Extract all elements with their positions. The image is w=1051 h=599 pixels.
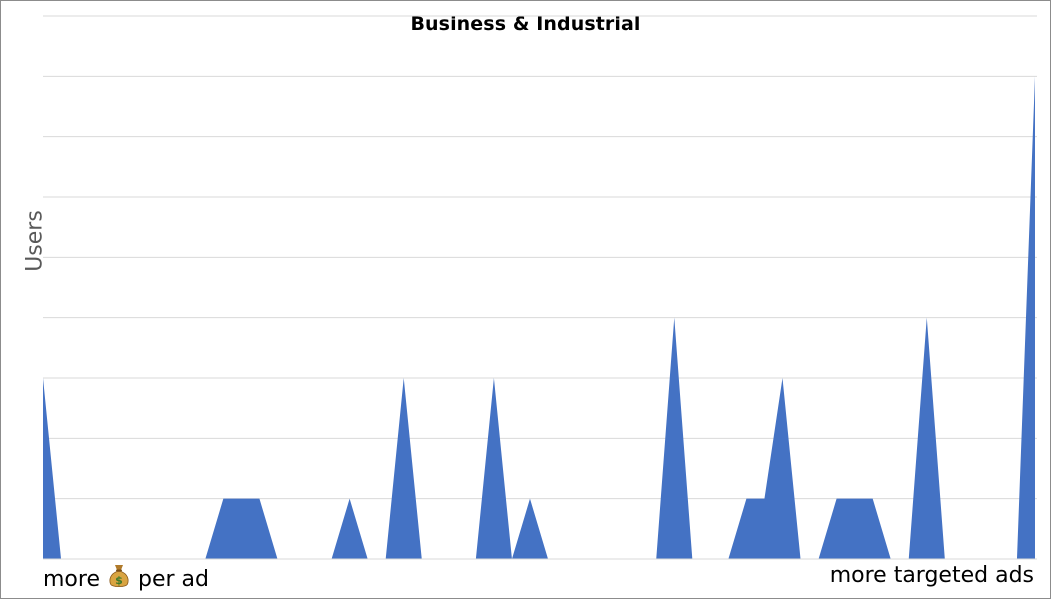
series-area-path xyxy=(43,76,1035,559)
gridlines xyxy=(43,15,1037,500)
x-axis-left-label: more $ per ad xyxy=(43,563,209,595)
money-bag-icon: $ xyxy=(108,563,130,595)
svg-text:$: $ xyxy=(115,574,123,587)
x-left-label-after: per ad xyxy=(138,567,209,592)
series-area xyxy=(43,76,1035,559)
x-axis-right-label: more targeted ads xyxy=(829,563,1034,588)
x-left-label-before: more xyxy=(43,567,100,592)
chart-title: Business & Industrial xyxy=(410,13,641,35)
